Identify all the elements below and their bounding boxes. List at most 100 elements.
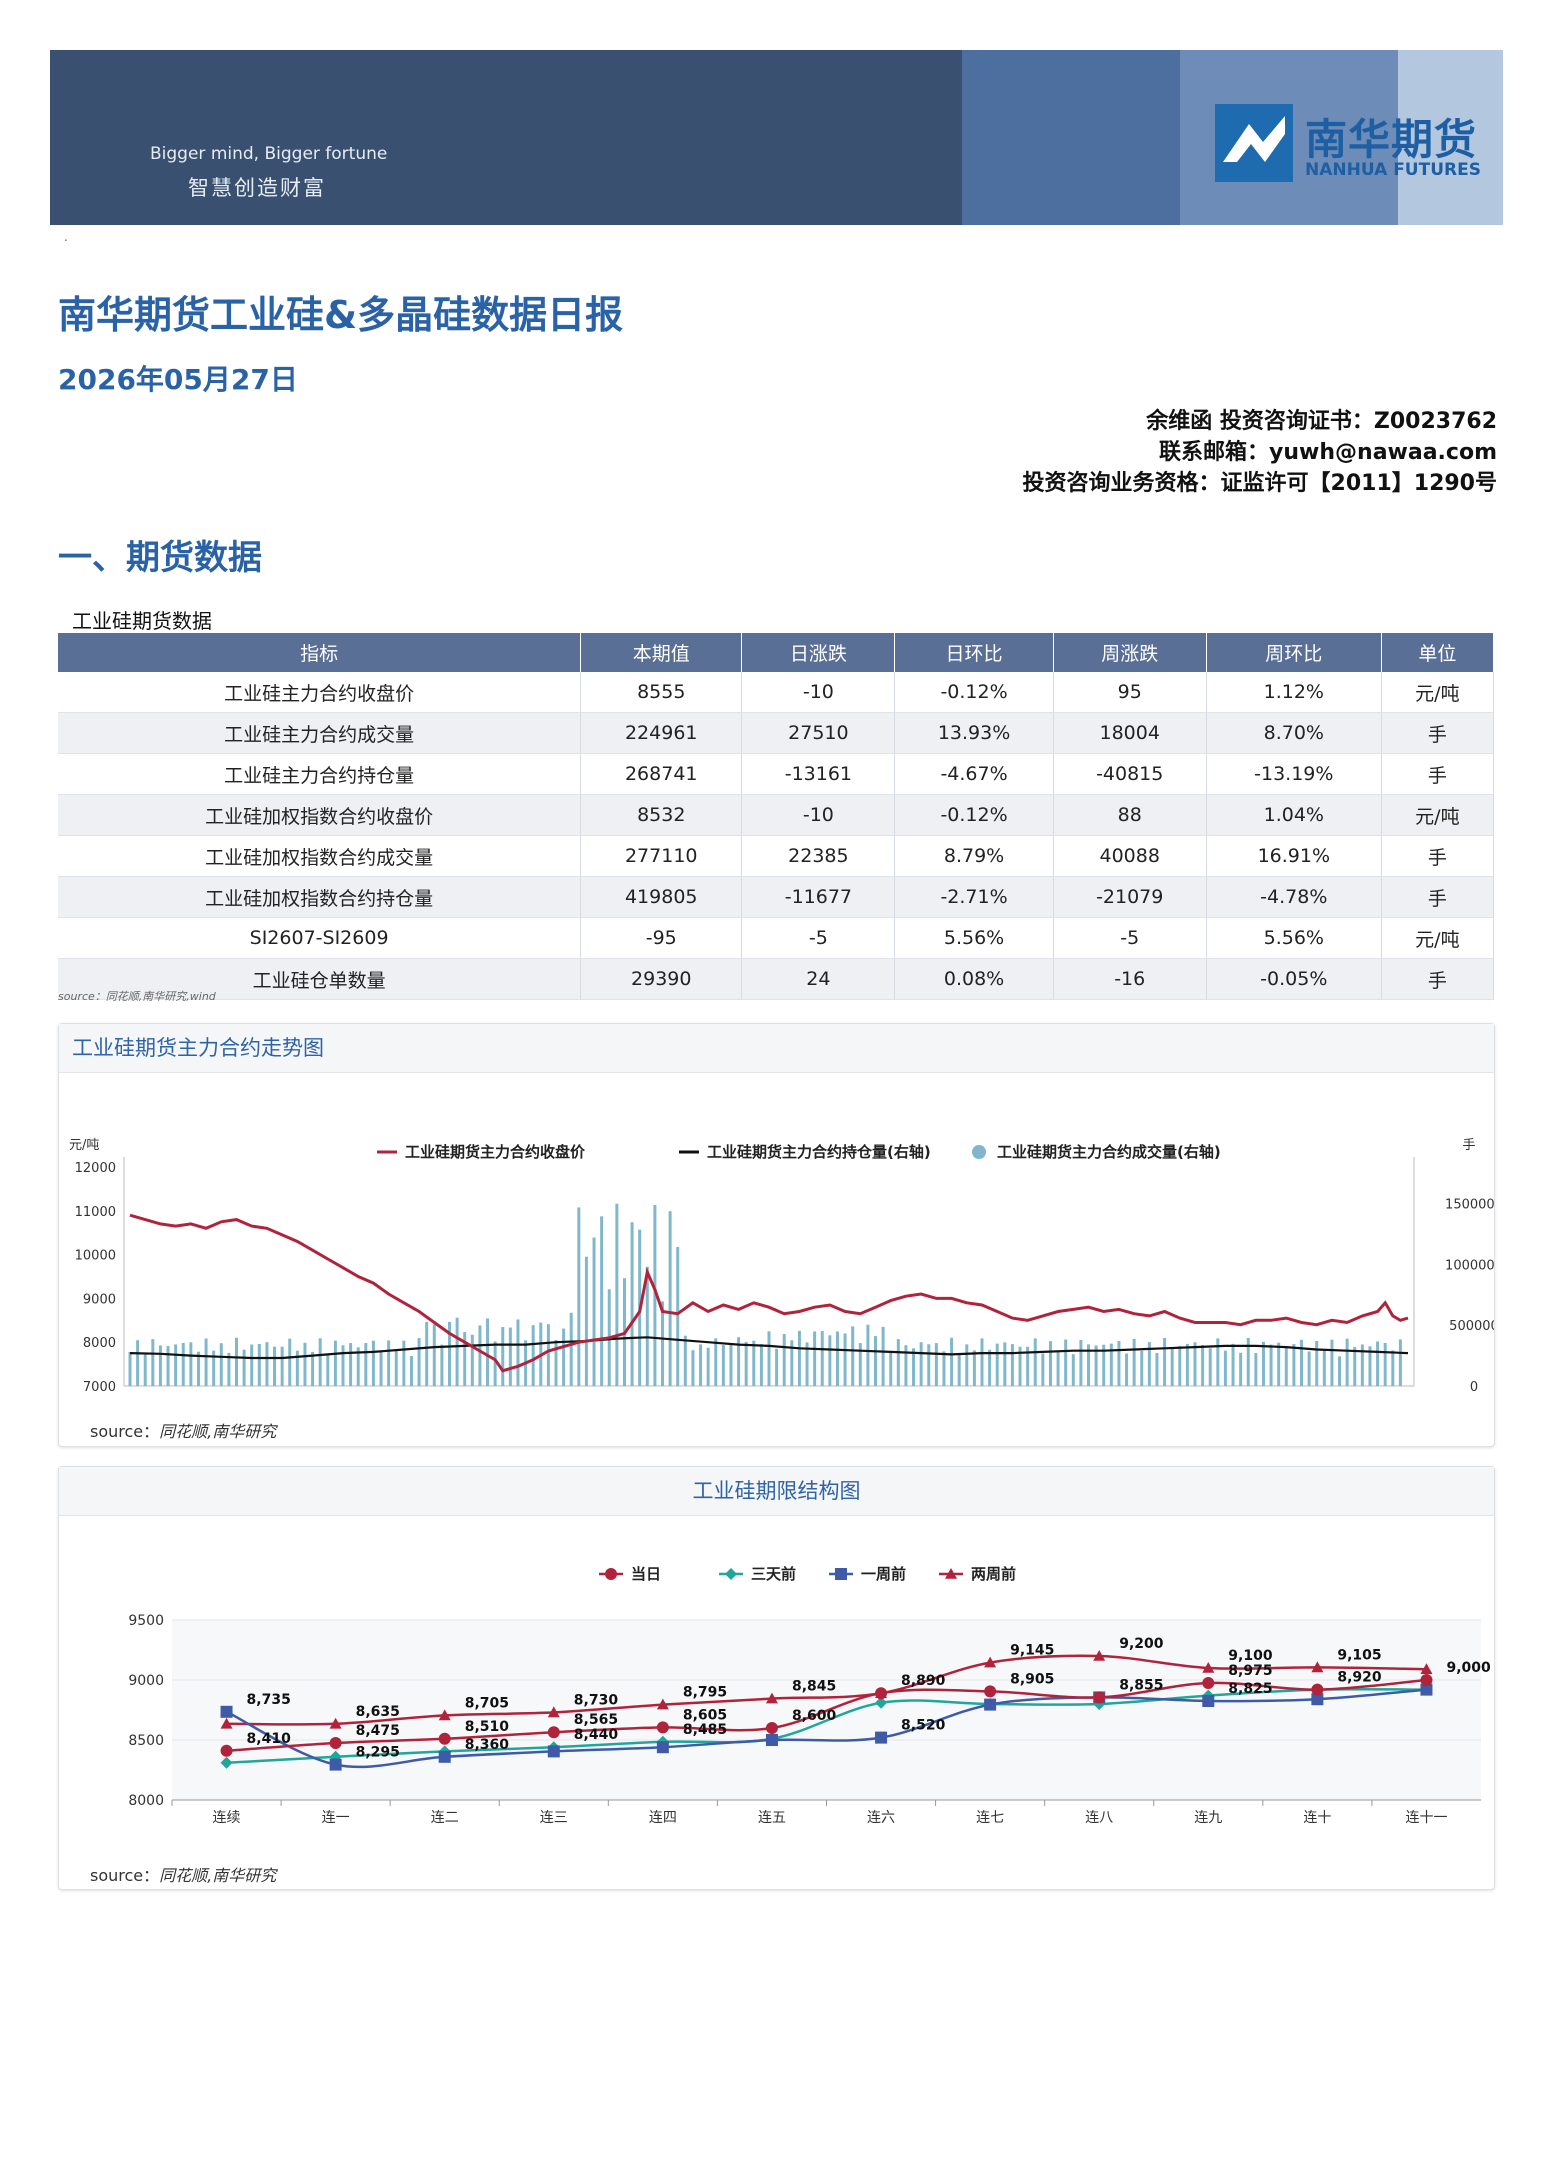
- volume-bar: [1330, 1339, 1334, 1386]
- data-label: 8,410: [247, 1731, 292, 1747]
- volume-bar: [1018, 1346, 1022, 1386]
- data-label: 8,440: [574, 1727, 619, 1743]
- data-label: 9,145: [1010, 1643, 1054, 1659]
- volume-bar: [866, 1324, 870, 1386]
- volume-bar: [303, 1342, 307, 1386]
- table-cell: -10: [741, 672, 896, 713]
- volume-bar: [189, 1342, 193, 1386]
- chart-source: source：同花顺,南华研究: [90, 1418, 276, 1442]
- table-cell: 8.70%: [1206, 712, 1382, 754]
- table-cell: -10: [741, 794, 896, 836]
- point-marker: [438, 1709, 451, 1721]
- data-label: 8,635: [356, 1704, 400, 1720]
- table-cell: 1.12%: [1206, 672, 1382, 713]
- table-cell: 工业硅主力合约成交量: [58, 712, 582, 754]
- data-label: 8,730: [574, 1692, 619, 1708]
- volume-bar: [493, 1341, 497, 1386]
- point-marker: [1093, 1650, 1106, 1661]
- table-cell: 5.56%: [894, 917, 1054, 959]
- volume-bar: [820, 1331, 824, 1386]
- volume-bar: [341, 1345, 345, 1386]
- point-marker: [875, 1731, 888, 1744]
- data-label: 8,295: [356, 1745, 400, 1761]
- table-cell: 0.08%: [894, 958, 1054, 1000]
- volume-bar: [364, 1342, 368, 1386]
- volume-bar: [463, 1332, 467, 1386]
- table-cell: 元/吨: [1381, 672, 1495, 713]
- y-tick-label: 8500: [128, 1733, 164, 1749]
- legend-swatch: [972, 1145, 986, 1159]
- column-header: 本期值: [580, 633, 743, 672]
- volume-bar: [1376, 1341, 1380, 1386]
- email-line: 联系邮箱：yuwh@nawaa.com: [1159, 440, 1497, 465]
- volume-bar: [1292, 1344, 1296, 1386]
- volume-bar: [318, 1338, 322, 1386]
- data-label: 8,905: [1010, 1671, 1054, 1687]
- volume-bar: [691, 1350, 695, 1386]
- volume-bar: [889, 1350, 893, 1386]
- x-tick-label: 连十: [1303, 1810, 1331, 1826]
- table-cell: 8532: [580, 794, 743, 836]
- point-marker: [835, 1568, 847, 1580]
- price-trend-panel: 工业硅期货主力合约走势图 工业硅期货主力合约收盘价 工业硅期货主力合约持仓量(右轴…: [58, 1023, 1495, 1447]
- table-cell: 工业硅加权指数合约成交量: [58, 835, 582, 877]
- volume-bar: [767, 1331, 771, 1386]
- volume-bar: [630, 1222, 634, 1386]
- data-label: 8,475: [356, 1723, 400, 1739]
- volume-bar: [128, 1351, 132, 1386]
- volume-bar: [1193, 1342, 1197, 1386]
- point-marker: [1311, 1693, 1324, 1706]
- right-axis-unit: 手: [1462, 1138, 1475, 1153]
- volume-bar: [1155, 1353, 1159, 1386]
- table-cell: 88: [1053, 794, 1207, 836]
- volume-bar: [470, 1334, 474, 1386]
- table-cell: 8.79%: [894, 835, 1054, 877]
- volume-bar: [1071, 1354, 1075, 1386]
- volume-bar: [311, 1351, 315, 1386]
- x-tick-label: 连九: [1194, 1810, 1222, 1826]
- volume-bar: [592, 1237, 596, 1386]
- table-cell: 1.04%: [1206, 794, 1382, 836]
- table-row: 工业硅主力合约成交量 224961 27510 13.93% 18004 8.70% 手: [58, 712, 1495, 754]
- volume-bar: [1246, 1337, 1250, 1386]
- volume-bar: [1307, 1351, 1311, 1386]
- source-label: source：: [90, 1866, 160, 1885]
- volume-bar: [828, 1335, 832, 1386]
- volume-bar: [554, 1339, 558, 1386]
- legend-label: 一周前: [861, 1565, 906, 1583]
- point-marker: [945, 1568, 957, 1579]
- point-marker: [984, 1685, 997, 1698]
- volume-bar: [721, 1345, 725, 1386]
- point-marker: [547, 1726, 560, 1739]
- volume-bar: [927, 1344, 931, 1386]
- volume-bar: [151, 1339, 155, 1386]
- column-header: 周涨跌: [1053, 633, 1207, 672]
- table-cell: 224961: [580, 712, 743, 754]
- volume-bar: [706, 1347, 710, 1386]
- table-cell: -0.12%: [894, 794, 1054, 836]
- term-structure-panel: 工业硅期限结构图 8000 8500 9000 9500 连续 连一 连二 连三 连四 连五 连六 连…: [58, 1466, 1495, 1890]
- volume-bar: [1353, 1347, 1357, 1386]
- point-marker: [984, 1698, 997, 1711]
- point-marker: [1202, 1695, 1215, 1707]
- data-label: 9,100: [1228, 1648, 1273, 1664]
- volume-bar: [1079, 1340, 1083, 1386]
- data-label: 8,845: [792, 1679, 836, 1695]
- data-label: 8,890: [901, 1673, 946, 1689]
- point-marker: [547, 1745, 560, 1758]
- volume-bar: [1033, 1338, 1037, 1386]
- author-block: 余维函 投资咨询证书：Z0023762 联系邮箱：yuwh@nawaa.com …: [1023, 406, 1497, 499]
- table-row: 工业硅仓单数量 29390 24 0.08% -16 -0.05% 手: [58, 958, 1495, 1000]
- point-marker: [875, 1687, 888, 1700]
- volume-bar: [1398, 1339, 1402, 1386]
- volume-bar: [584, 1256, 588, 1386]
- volume-bar: [516, 1319, 520, 1386]
- series-line: [226, 1678, 1427, 1753]
- volume-bar: [531, 1325, 535, 1386]
- section-title: 一、期货数据: [58, 538, 262, 578]
- volume-bar: [1254, 1353, 1258, 1386]
- open-interest-line: [129, 1336, 1409, 1360]
- volume-bar: [676, 1246, 680, 1386]
- company-logo: 南华期货 NANHUA FUTURES: [1215, 104, 1503, 184]
- point-marker: [1420, 1663, 1433, 1674]
